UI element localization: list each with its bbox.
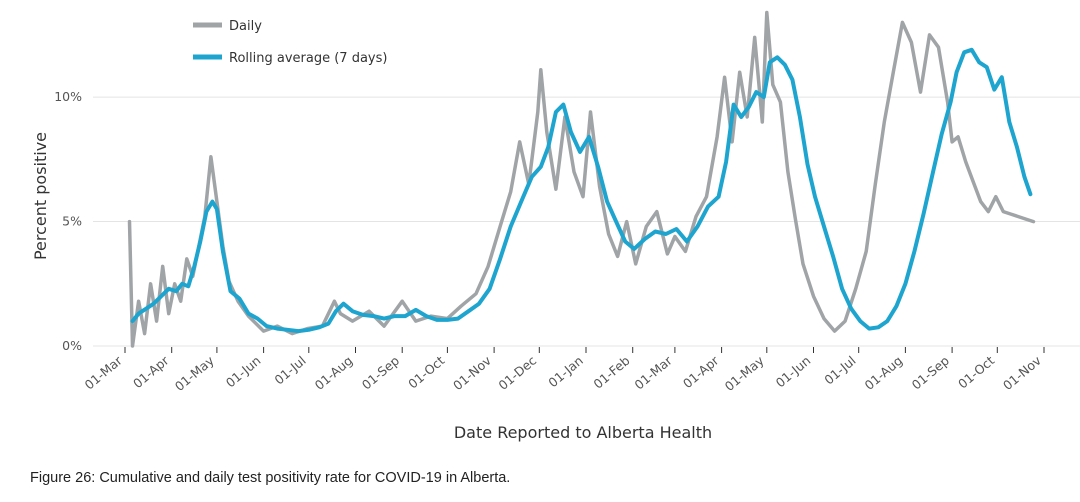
- x-tick-label: 01-Apr: [680, 352, 722, 391]
- x-tick-label: 01-May: [722, 352, 768, 394]
- x-tick-label: 01-Aug: [312, 353, 356, 393]
- x-axis-title: Date Reported to Alberta Health: [454, 423, 712, 442]
- positivity-chart: 0%5%10% 01-Mar 01-Apr 01-May 01-Jun 01-Jul 01…: [31, 10, 1080, 442]
- x-tick-label: 01-Jun: [773, 353, 814, 391]
- x-tick-label: 01-Jan: [545, 353, 586, 390]
- legend: Daily Rolling average (7 days): [193, 19, 387, 66]
- x-tick-label: 01-Oct: [955, 353, 997, 392]
- x-tick-label: 01-Apr: [130, 352, 172, 391]
- x-tick-label: 01-Jul: [821, 353, 858, 388]
- x-tick-label: 01-Aug: [862, 353, 906, 393]
- rolling-average-series-line: [130, 47, 1033, 334]
- y-axis-title: Percent positive: [31, 132, 50, 260]
- x-tick-label: 01-Oct: [405, 353, 447, 392]
- y-tick-label: 0%: [62, 338, 82, 353]
- gridlines: [93, 96, 1080, 347]
- x-tick-label: 01-Mar: [82, 352, 126, 392]
- x-tick-label: 01-Jul: [271, 353, 308, 388]
- y-axis-ticks: 0% 5% 10%: [54, 89, 82, 353]
- legend-rolling-label: Rolling average (7 days): [229, 51, 387, 66]
- x-axis-ticks: 01-Mar 01-Apr 01-May 01-Jun 01-Jul 01-Aug 01-S…: [82, 347, 1045, 394]
- x-tick-label: 01-Feb: [590, 353, 632, 392]
- legend-daily-label: Daily: [229, 19, 262, 34]
- y-tick-label: 5%: [62, 214, 82, 229]
- x-tick-label: 01-Sep: [359, 353, 402, 393]
- x-tick-label: 01-Nov: [450, 352, 494, 393]
- x-tick-label: 01-Nov: [1000, 352, 1044, 393]
- x-tick-label: 01-Jun: [223, 353, 264, 391]
- x-tick-label: 01-May: [172, 352, 218, 394]
- x-tick-label: 01-Dec: [495, 353, 539, 393]
- y-tick-label: 10%: [54, 89, 82, 104]
- series-layer: [127, 10, 1036, 348]
- figure-caption: Figure 26: Cumulative and daily test pos…: [30, 470, 511, 486]
- x-tick-label: 01-Mar: [631, 352, 675, 392]
- x-tick-label: 01-Sep: [909, 353, 952, 393]
